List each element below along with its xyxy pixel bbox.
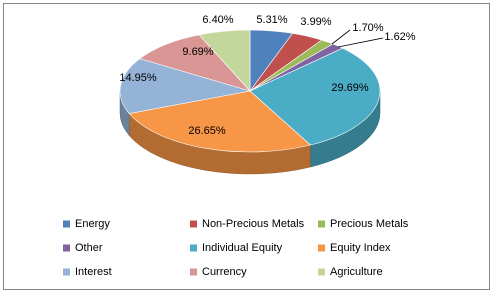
pie-slice [119,58,251,114]
legend-label: Currency [202,266,247,278]
data-label: 9.69% [182,46,213,58]
data-label: 1.62% [384,31,415,43]
legend-swatch [63,268,70,276]
legend-label: Equity Index [330,242,391,254]
leader-line [331,29,351,45]
legend-label: Individual Equity [202,242,283,254]
legend-swatch [318,268,325,276]
legend-label: Energy [75,218,110,230]
data-label: 3.99% [300,16,331,28]
pie-slice [249,47,381,146]
leader-line [337,37,384,48]
pie-slice [139,34,251,92]
legend-label: Agriculture [330,266,383,278]
legend-swatch [190,268,197,276]
legend-swatch [318,244,325,252]
legend-swatch [190,220,197,228]
legend-label: Interest [75,266,112,278]
pie-slice [198,29,251,92]
legend-swatch [190,244,197,252]
legend-swatch [318,220,325,228]
legend-label: Precious Metals [330,218,409,230]
data-label: 14.95% [119,72,157,84]
pie-slice [128,90,312,153]
legend-label: Other [75,242,103,254]
legend-swatch [63,244,70,252]
legend-swatch [63,220,70,228]
data-label: 26.65% [188,125,226,137]
data-label: 29.69% [331,82,369,94]
legend-label: Non-Precious Metals [202,218,305,230]
data-label: 1.70% [352,22,383,34]
data-label: 6.40% [202,14,233,26]
data-label: 5.31% [256,14,287,26]
